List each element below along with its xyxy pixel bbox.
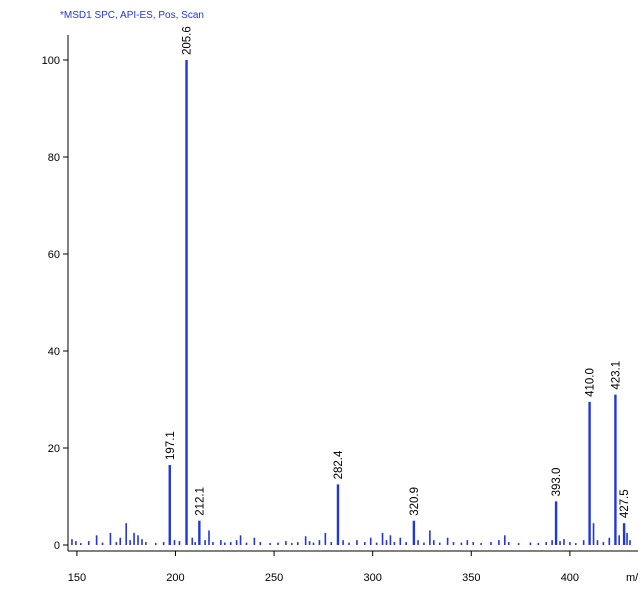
labeled-peak-bars [168,60,626,545]
minor-peak-bars [71,523,631,545]
peak-label: 282.4 [333,450,345,479]
peak-label: 212.1 [194,487,206,516]
x-tick-label: 400 [561,572,579,584]
y-tick-label: 60 [48,249,60,261]
x-tick-label: 300 [363,572,381,584]
peak-label: 320.9 [409,487,421,516]
peak-label: 205.6 [182,26,194,55]
y-tick-label: 40 [48,346,60,358]
y-tick-label: 100 [42,55,60,67]
x-axis-label: m/z [626,572,638,584]
peak-label: 427.5 [619,489,631,518]
x-tick-label: 150 [68,572,86,584]
axis-ticks: 0 20 40 60 80 100 150 200 250 300 350 400 m/z [42,55,638,584]
axes [67,35,638,552]
peak-label: 423.1 [610,361,622,390]
chart-title: *MSD1 SPC, API-ES, Pos, Scan [60,10,204,21]
peak-label: 197.1 [165,431,177,460]
peak-labels: 197.1 205.6 212.1 282.4 320.9 393.0 410.0 423.1… [165,26,631,518]
peak-label: 393.0 [551,468,563,497]
x-tick-label: 350 [462,572,480,584]
x-tick-label: 200 [166,572,184,584]
x-tick-label: 250 [265,572,283,584]
y-tick-label: 20 [48,443,60,455]
peak-label: 410.0 [585,368,597,397]
y-tick-label: 80 [48,152,60,164]
y-tick-label: 0 [54,540,60,552]
